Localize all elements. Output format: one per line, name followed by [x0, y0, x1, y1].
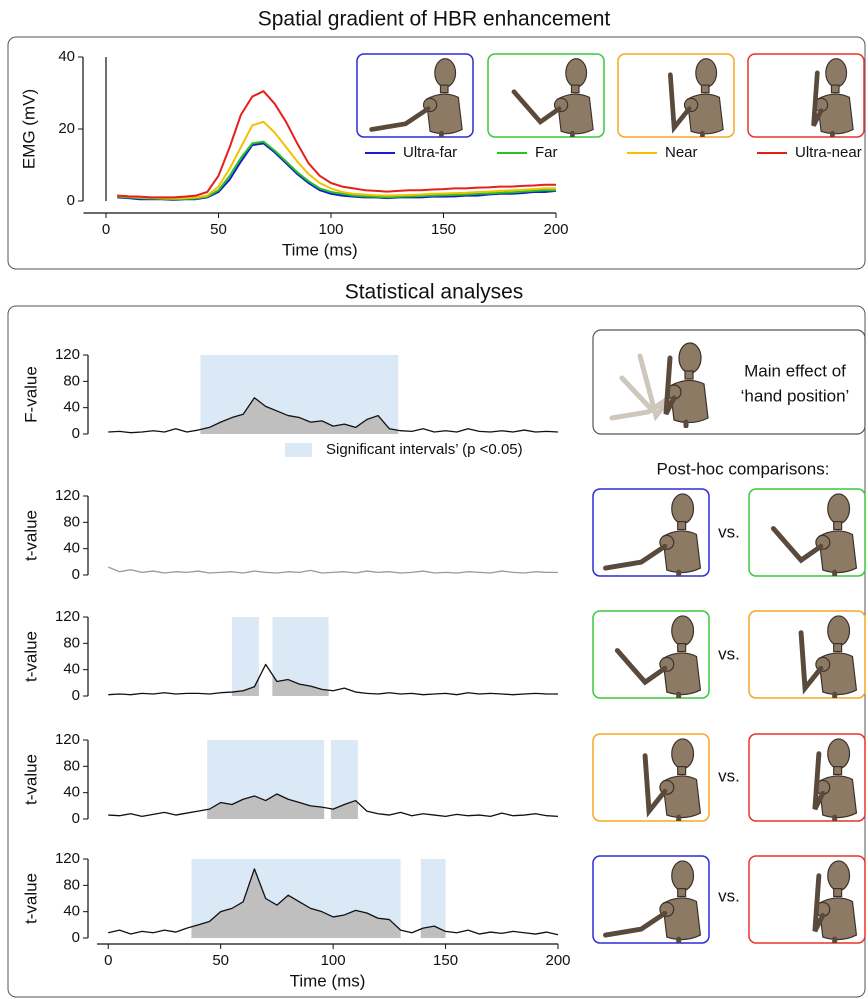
vs-label: vs. [718, 522, 740, 541]
plot [117, 90, 557, 201]
x-tick-label: 200 [543, 221, 568, 238]
y-tick-label: 0 [72, 566, 80, 583]
vs-label: vs. [718, 766, 740, 785]
y-tick-label: 40 [63, 399, 80, 416]
legend-label: Ultra-near [795, 144, 862, 161]
y-axis-label: t-value [21, 631, 40, 682]
y-tick-label: 20 [58, 120, 75, 137]
y-tick-label: 0 [72, 425, 80, 442]
x-tick-label: 150 [433, 952, 458, 969]
y-tick-label: 120 [55, 850, 80, 867]
y-tick-label: 40 [63, 661, 80, 678]
interval-legend: Significant intervals’ (p <0.05) [326, 441, 523, 458]
y-tick-label: 0 [72, 929, 80, 946]
x-tick-label: 50 [212, 952, 229, 969]
y-axis-label: EMG (mV) [19, 89, 38, 169]
chart-title: Spatial gradient of HBR enhancement [258, 8, 611, 31]
interval-legend-swatch [285, 443, 312, 457]
significant-area [207, 793, 358, 819]
y-axis-label: t-value [21, 754, 40, 805]
data-line [108, 868, 559, 936]
panel-frame [7, 36, 866, 270]
main-effect-text: Main effect of [744, 361, 846, 380]
y-tick-label: 0 [72, 810, 80, 827]
x-axis-label: Time (ms) [290, 971, 366, 990]
y-tick-label: 80 [63, 634, 80, 651]
x-tick-label: 50 [210, 221, 227, 238]
data-line [117, 120, 556, 200]
main-effect-box [592, 329, 866, 435]
y-tick-label: 120 [55, 731, 80, 748]
main-effect-text: ‘hand position’ [741, 386, 850, 405]
section-title: Statistical analyses [345, 281, 524, 304]
data-line [108, 397, 559, 434]
y-tick-label: 0 [72, 687, 80, 704]
x-tick-label: 0 [104, 952, 112, 969]
x-axis-label: Time (ms) [282, 240, 358, 259]
legend-label: Near [665, 144, 698, 161]
plot [108, 617, 558, 696]
plot [107, 566, 558, 574]
data-line [117, 90, 556, 199]
significant-interval [231, 617, 259, 696]
y-tick-label: 120 [55, 487, 80, 504]
y-tick-label: 40 [63, 784, 80, 801]
y-axis-label: F-value [21, 366, 40, 423]
legend-images [356, 53, 865, 138]
x-tick-label: 200 [545, 952, 570, 969]
y-tick-label: 80 [63, 757, 80, 774]
x-tick-label: 100 [318, 221, 343, 238]
significant-area [200, 397, 399, 434]
legend-label: Far [535, 144, 558, 161]
legend-label: Ultra-far [403, 144, 457, 161]
vs-label: vs. [718, 644, 740, 663]
posthoc-title: Post-hoc comparisons: [657, 459, 830, 478]
comparisons: vs. vs. vs. vs. [592, 488, 866, 944]
significant-interval [420, 859, 446, 938]
x-tick-label: 150 [431, 221, 456, 238]
plot [108, 355, 559, 434]
plot [108, 740, 559, 819]
y-tick-label: 40 [63, 540, 80, 557]
data-line [108, 663, 558, 696]
y-tick-label: 80 [63, 876, 80, 893]
plot [108, 859, 559, 938]
y-tick-label: 80 [63, 513, 80, 530]
y-axis-label: t-value [21, 510, 40, 561]
y-tick-label: 40 [63, 903, 80, 920]
y-tick-label: 40 [58, 48, 75, 65]
y-tick-label: 80 [63, 372, 80, 389]
x-tick-label: 100 [321, 952, 346, 969]
x-tick-label: 0 [102, 221, 110, 238]
y-axis-label: t-value [21, 873, 40, 924]
data-line [108, 793, 559, 818]
significant-area [191, 868, 446, 938]
vs-label: vs. [718, 886, 740, 905]
y-tick-label: 120 [55, 608, 80, 625]
y-tick-label: 0 [67, 192, 75, 209]
data-line [107, 566, 558, 574]
y-tick-label: 120 [55, 346, 80, 363]
